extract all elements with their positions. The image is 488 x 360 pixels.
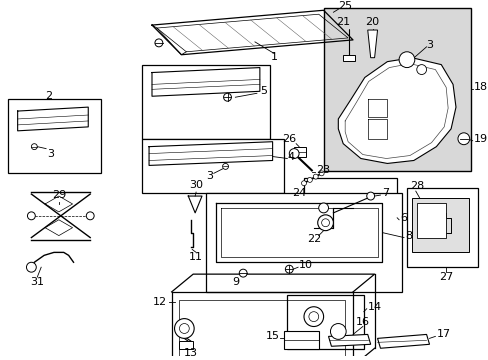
Circle shape (174, 319, 194, 338)
Bar (304, 178, 396, 246)
Polygon shape (367, 30, 377, 58)
Bar (406, 188, 477, 267)
Polygon shape (338, 58, 455, 163)
Bar (284, 332, 318, 349)
Text: 22: 22 (306, 234, 320, 244)
Circle shape (31, 144, 37, 150)
Bar (8, 99, 101, 173)
Text: 16: 16 (355, 316, 369, 327)
Text: 12: 12 (152, 297, 166, 307)
Circle shape (366, 192, 374, 200)
Circle shape (222, 163, 228, 169)
Circle shape (321, 219, 329, 227)
Circle shape (155, 39, 163, 47)
Text: 10: 10 (299, 260, 312, 270)
Circle shape (86, 212, 94, 220)
Text: 30: 30 (189, 180, 203, 190)
Text: 18: 18 (473, 82, 487, 93)
Circle shape (308, 312, 318, 321)
Text: 14: 14 (367, 302, 381, 312)
Text: 3: 3 (206, 171, 213, 181)
Text: 28: 28 (409, 181, 423, 191)
Circle shape (307, 177, 312, 183)
Text: 20: 20 (365, 17, 379, 27)
Text: 3: 3 (426, 40, 433, 50)
Text: 6: 6 (399, 213, 407, 223)
Circle shape (319, 171, 324, 176)
Text: 23: 23 (315, 165, 329, 175)
Text: 8: 8 (404, 231, 411, 240)
Text: 1: 1 (270, 52, 278, 62)
Bar (142, 139, 284, 193)
Polygon shape (377, 334, 428, 348)
Bar (323, 8, 470, 171)
Circle shape (223, 93, 231, 101)
Text: 15: 15 (265, 332, 279, 341)
Text: 27: 27 (438, 272, 452, 282)
Circle shape (301, 181, 306, 186)
Bar (179, 341, 193, 349)
Circle shape (27, 212, 35, 220)
Text: 19: 19 (473, 134, 487, 144)
Circle shape (317, 215, 333, 231)
Bar (205, 193, 401, 292)
Polygon shape (328, 334, 370, 346)
Circle shape (313, 174, 318, 179)
Text: 7: 7 (382, 188, 389, 198)
Bar (142, 64, 269, 139)
Bar (287, 295, 363, 349)
Text: 9: 9 (231, 277, 239, 287)
Text: 3: 3 (47, 149, 54, 158)
Circle shape (457, 133, 469, 145)
Circle shape (239, 269, 246, 277)
Circle shape (285, 265, 293, 273)
Bar (343, 55, 354, 61)
Circle shape (289, 149, 299, 158)
Bar (411, 198, 468, 252)
Circle shape (318, 203, 328, 213)
Bar (294, 147, 305, 157)
Text: 29: 29 (52, 190, 66, 200)
Circle shape (179, 324, 189, 333)
Text: 2: 2 (45, 91, 53, 101)
Circle shape (330, 324, 346, 339)
Text: 21: 21 (335, 17, 349, 27)
Text: 26: 26 (282, 134, 296, 144)
Bar (416, 203, 445, 238)
Circle shape (304, 307, 323, 327)
Text: 31: 31 (30, 277, 44, 287)
Circle shape (26, 262, 36, 272)
Text: 25: 25 (338, 1, 352, 11)
Text: 5: 5 (259, 86, 266, 96)
Circle shape (416, 64, 426, 75)
Text: 13: 13 (184, 348, 198, 358)
Text: 24: 24 (291, 188, 305, 198)
Text: 4: 4 (287, 152, 294, 162)
Text: 11: 11 (189, 252, 203, 262)
Text: 17: 17 (435, 329, 449, 339)
Circle shape (398, 52, 414, 68)
